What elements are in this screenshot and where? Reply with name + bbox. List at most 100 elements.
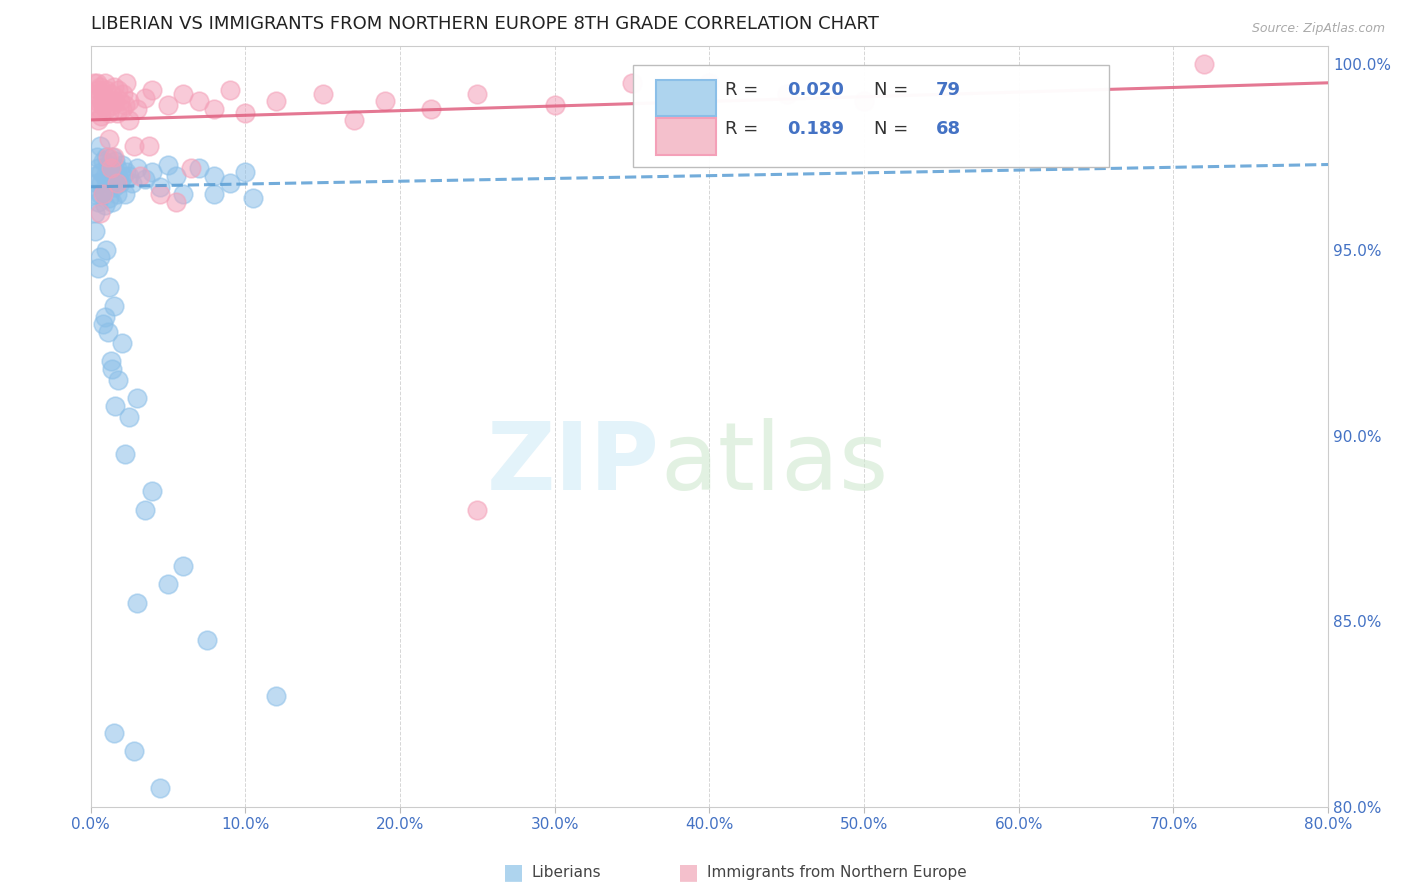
Point (114, 187, 136, 202)
Text: R =: R = (725, 120, 765, 137)
Point (115, 165, 138, 179)
Point (94, 83, 117, 97)
Point (202, 169, 225, 183)
Text: 68: 68 (936, 120, 960, 137)
Point (121, 176, 143, 190)
Point (118, 95, 141, 109)
Point (118, 112, 141, 127)
Point (97, 150, 120, 164)
Point (84, 102, 107, 116)
Point (112, 87, 135, 101)
Point (125, 161, 148, 176)
Point (89, 102, 111, 116)
Point (218, 83, 240, 97)
Text: N =: N = (875, 81, 914, 99)
Point (91, 98, 114, 112)
Point (129, 169, 152, 183)
Point (172, 87, 194, 101)
Point (138, 139, 160, 153)
Point (84, 169, 107, 183)
Point (84, 87, 107, 101)
Point (93, 310, 115, 324)
Point (104, 95, 127, 109)
Point (89, 251, 111, 265)
Point (93, 169, 115, 183)
Point (103, 79, 125, 94)
Point (141, 484, 163, 499)
Text: ■: ■ (679, 863, 699, 882)
Point (118, 169, 141, 183)
Point (100, 87, 122, 101)
Point (242, 191, 264, 205)
Point (1194, 57, 1216, 71)
FancyBboxPatch shape (657, 118, 716, 154)
Point (149, 781, 172, 796)
Text: 0.020: 0.020 (787, 81, 844, 99)
Point (94, 150, 117, 164)
Point (94, 102, 117, 116)
Point (87, 194, 110, 209)
Point (87, 112, 110, 127)
Point (467, 503, 489, 517)
Point (103, 150, 125, 164)
Point (187, 161, 209, 176)
Point (180, 161, 202, 176)
Point (202, 187, 225, 202)
Text: 0.189: 0.189 (787, 120, 845, 137)
Point (97, 179, 120, 194)
Point (264, 689, 287, 703)
Point (91, 184, 114, 198)
Point (83, 76, 105, 90)
Point (84, 206, 107, 220)
Point (86, 95, 108, 109)
Point (108, 176, 131, 190)
Point (87, 261, 110, 276)
Point (98, 131, 121, 145)
Point (105, 176, 128, 190)
Point (264, 95, 287, 109)
Point (118, 410, 141, 425)
Point (101, 150, 124, 164)
Text: 79: 79 (936, 81, 960, 99)
Point (233, 165, 256, 179)
Point (202, 102, 225, 116)
Point (122, 139, 145, 153)
Point (114, 447, 136, 461)
Point (93, 90, 115, 104)
Text: LIBERIAN VS IMMIGRANTS FROM NORTHERN EUROPE 8TH GRADE CORRELATION CHART: LIBERIAN VS IMMIGRANTS FROM NORTHERN EUR… (90, 15, 879, 33)
Point (122, 744, 145, 758)
Point (149, 187, 172, 202)
Point (91, 317, 114, 331)
Point (97, 157, 120, 171)
Text: Immigrants from Northern Europe: Immigrants from Northern Europe (707, 865, 967, 880)
Point (104, 153, 127, 168)
Point (89, 79, 111, 94)
Point (107, 373, 129, 387)
Text: R =: R = (725, 81, 765, 99)
Point (544, 98, 567, 112)
Point (98, 105, 121, 120)
Point (105, 187, 128, 202)
Point (100, 354, 122, 368)
Point (373, 95, 395, 109)
Point (101, 194, 124, 209)
Point (172, 187, 194, 202)
Point (98, 169, 121, 183)
Point (83, 187, 105, 202)
Text: N =: N = (875, 120, 914, 137)
Point (172, 558, 194, 573)
Point (87, 161, 110, 176)
Point (114, 98, 136, 112)
Point (134, 172, 156, 186)
Point (467, 87, 489, 101)
Point (98, 191, 121, 205)
Point (156, 98, 179, 112)
Point (419, 102, 441, 116)
Point (149, 179, 172, 194)
Point (86, 176, 108, 190)
FancyBboxPatch shape (633, 65, 1109, 168)
Point (90, 95, 112, 109)
Point (87, 83, 110, 97)
Point (101, 98, 124, 112)
Point (103, 179, 125, 194)
